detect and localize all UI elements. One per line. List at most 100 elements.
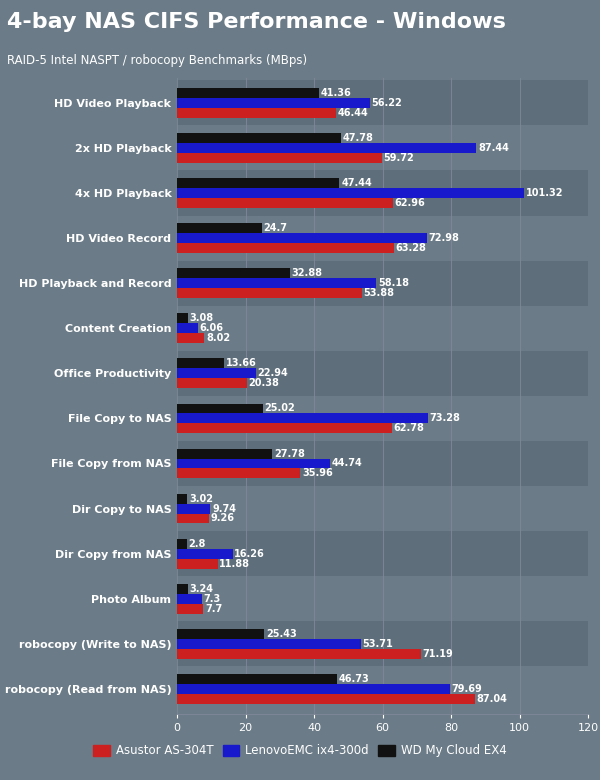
Bar: [177, 558, 218, 569]
Text: 53.71: 53.71: [362, 639, 394, 649]
Bar: [177, 268, 290, 278]
Text: 7.7: 7.7: [205, 604, 223, 614]
Bar: [177, 594, 202, 604]
Text: 63.28: 63.28: [395, 243, 427, 253]
Bar: [177, 666, 588, 711]
Bar: [177, 448, 272, 459]
Bar: [177, 314, 188, 323]
Text: 16.26: 16.26: [235, 548, 265, 558]
Text: 4-bay NAS CIFS Performance - Windows: 4-bay NAS CIFS Performance - Windows: [7, 12, 506, 32]
Text: 2.8: 2.8: [188, 539, 206, 548]
Bar: [177, 694, 475, 704]
Legend: Asustor AS-304T, LenovoEMC ix4-300d, WD My Cloud EX4: Asustor AS-304T, LenovoEMC ix4-300d, WD …: [89, 739, 511, 762]
Bar: [177, 333, 205, 343]
Text: 6.06: 6.06: [199, 323, 223, 333]
Bar: [177, 178, 340, 188]
Bar: [177, 198, 392, 207]
Bar: [177, 649, 421, 658]
Bar: [177, 278, 376, 288]
Bar: [177, 403, 263, 413]
Bar: [177, 513, 209, 523]
Bar: [177, 459, 330, 469]
Text: 62.96: 62.96: [394, 198, 425, 208]
Text: 11.88: 11.88: [220, 558, 250, 569]
Bar: [177, 215, 588, 261]
Text: 101.32: 101.32: [526, 188, 563, 198]
Bar: [177, 531, 588, 576]
Bar: [177, 223, 262, 233]
Bar: [177, 504, 211, 513]
Text: 9.74: 9.74: [212, 504, 236, 513]
Bar: [177, 548, 233, 558]
Bar: [177, 639, 361, 649]
Bar: [177, 80, 588, 126]
Bar: [177, 674, 337, 684]
Bar: [177, 396, 588, 441]
Text: 47.78: 47.78: [343, 133, 373, 143]
Text: 59.72: 59.72: [383, 153, 414, 163]
Bar: [177, 233, 427, 243]
Text: 44.74: 44.74: [332, 459, 362, 469]
Text: 73.28: 73.28: [430, 413, 461, 424]
Text: 46.73: 46.73: [339, 674, 370, 684]
Text: 79.69: 79.69: [452, 684, 482, 694]
Text: 87.04: 87.04: [477, 694, 508, 704]
Text: 72.98: 72.98: [428, 233, 460, 243]
Bar: [177, 469, 300, 478]
Bar: [177, 494, 187, 504]
Bar: [177, 133, 341, 143]
Bar: [177, 351, 588, 396]
Bar: [177, 368, 256, 378]
Bar: [177, 378, 247, 388]
Text: 27.78: 27.78: [274, 448, 305, 459]
Bar: [177, 261, 588, 306]
Bar: [177, 629, 264, 639]
Text: 25.02: 25.02: [265, 403, 295, 413]
Bar: [177, 486, 588, 531]
Text: 41.36: 41.36: [320, 88, 351, 98]
Text: 22.94: 22.94: [257, 368, 288, 378]
Text: 9.26: 9.26: [211, 513, 235, 523]
Bar: [177, 153, 382, 163]
Bar: [177, 108, 336, 118]
Bar: [177, 143, 476, 153]
Bar: [177, 622, 588, 666]
Bar: [177, 306, 588, 351]
Bar: [177, 441, 588, 486]
Bar: [177, 576, 588, 622]
Bar: [177, 424, 392, 433]
Bar: [177, 288, 362, 298]
Text: 8.02: 8.02: [206, 333, 230, 343]
Text: 13.66: 13.66: [226, 358, 256, 368]
Bar: [177, 684, 450, 694]
Text: RAID-5 Intel NASPT / robocopy Benchmarks (MBps): RAID-5 Intel NASPT / robocopy Benchmarks…: [7, 55, 307, 67]
Bar: [177, 126, 588, 170]
Text: 58.18: 58.18: [378, 278, 409, 288]
Text: 3.02: 3.02: [189, 494, 213, 504]
Bar: [177, 413, 428, 424]
Bar: [177, 88, 319, 98]
Bar: [177, 539, 187, 548]
Text: 3.08: 3.08: [189, 314, 214, 323]
Text: 32.88: 32.88: [292, 268, 322, 278]
Bar: [177, 584, 188, 594]
Text: 46.44: 46.44: [338, 108, 368, 118]
Text: 87.44: 87.44: [478, 143, 509, 153]
Bar: [177, 243, 394, 253]
Bar: [177, 359, 224, 368]
Text: 7.3: 7.3: [204, 594, 221, 604]
Text: 24.7: 24.7: [263, 223, 287, 233]
Text: 25.43: 25.43: [266, 629, 296, 639]
Text: 20.38: 20.38: [248, 378, 280, 388]
Text: 47.44: 47.44: [341, 178, 372, 188]
Text: 62.78: 62.78: [394, 424, 425, 434]
Text: 3.24: 3.24: [190, 583, 214, 594]
Text: 71.19: 71.19: [422, 649, 453, 659]
Text: 35.96: 35.96: [302, 469, 332, 478]
Bar: [177, 170, 588, 215]
Text: 56.22: 56.22: [371, 98, 402, 108]
Bar: [177, 98, 370, 108]
Text: 53.88: 53.88: [363, 288, 394, 298]
Bar: [177, 188, 524, 198]
Bar: [177, 604, 203, 614]
